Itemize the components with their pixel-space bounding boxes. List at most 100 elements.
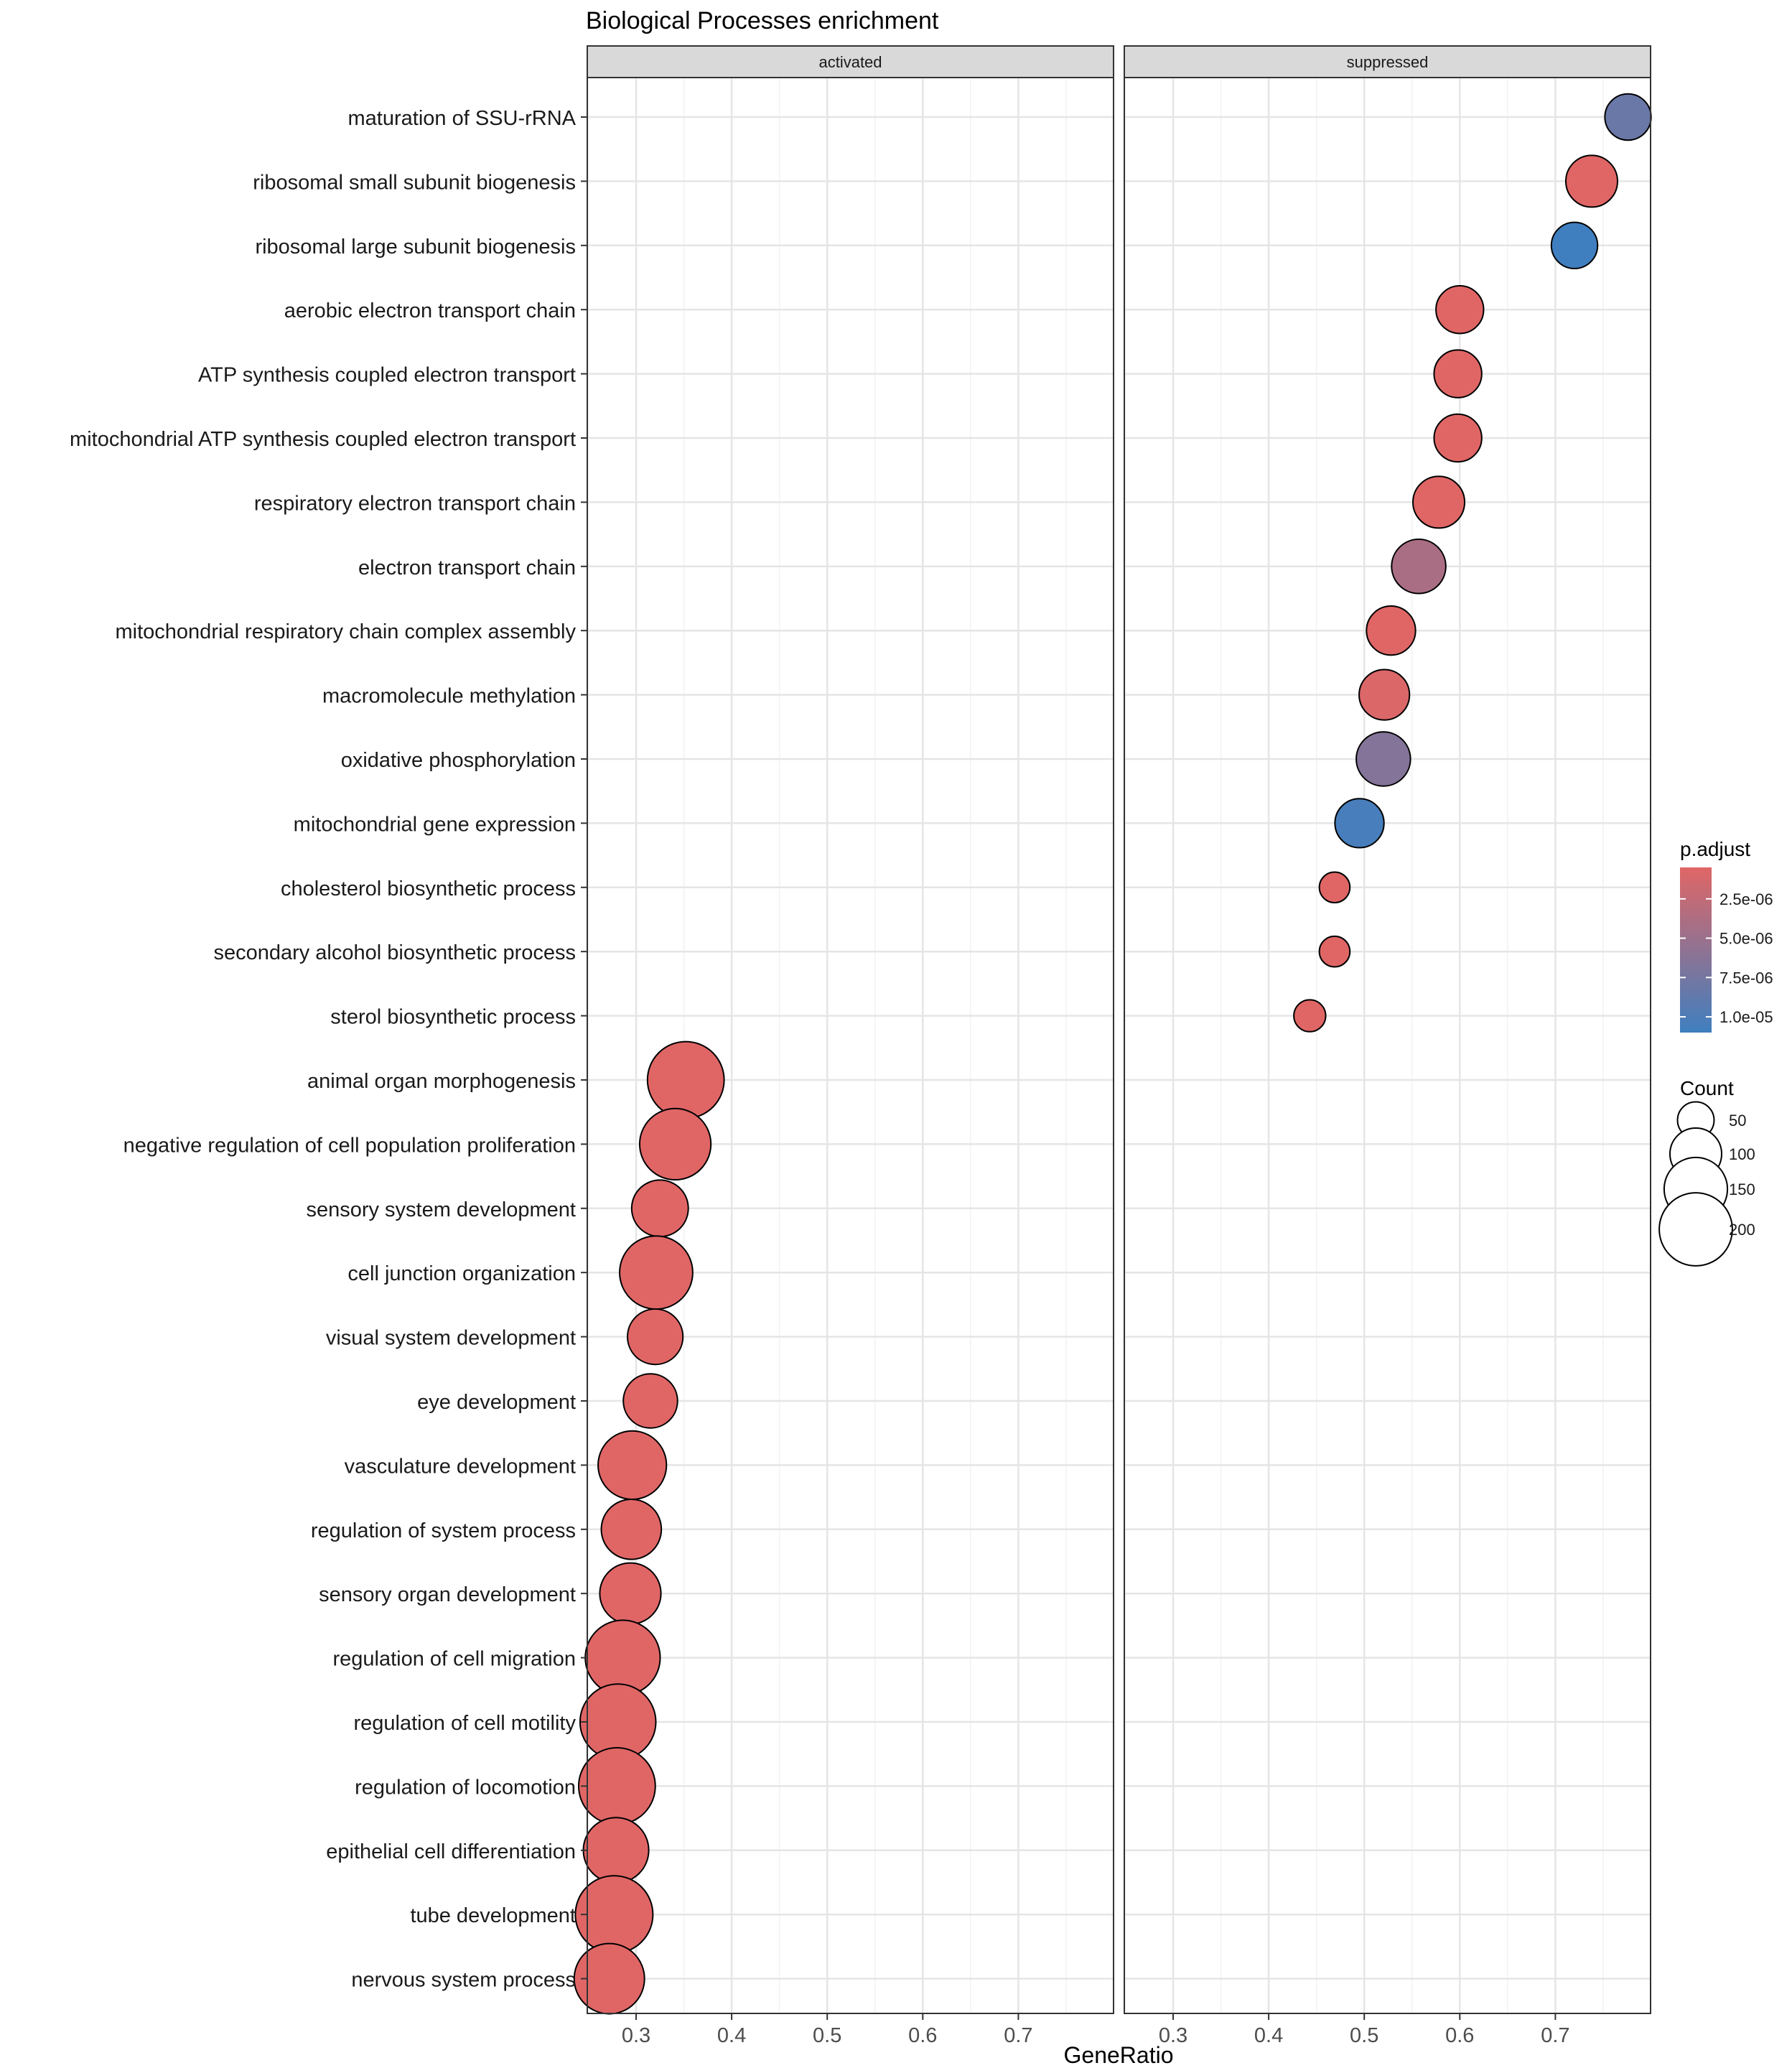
data-point <box>1318 871 1351 904</box>
y-tick-label: negative regulation of cell population p… <box>123 1134 576 1157</box>
y-tick-label: respiratory electron transport chain <box>254 492 576 515</box>
x-ticks-activated: 0.3 0.4 0.5 0.6 0.7 <box>622 2013 1033 2047</box>
panel-border-suppressed <box>1124 77 1651 2014</box>
panel-background <box>1124 78 1651 2013</box>
legend-colorbar-ticks: 2.5e-06 5.0e-06 7.5e-06 1.0e-05 <box>1680 890 1773 1026</box>
size-key-label: 100 <box>1729 1145 1755 1163</box>
y-tick-label: animal organ morphogenesis <box>307 1070 576 1093</box>
x-tick-label: 0.6 <box>908 2024 937 2047</box>
data-point <box>1334 798 1385 849</box>
y-tick-label: cholesterol biosynthetic process <box>281 877 576 900</box>
size-key-label: 200 <box>1729 1221 1755 1239</box>
y-tick-label: eye development <box>417 1391 576 1414</box>
data-point <box>1355 731 1411 787</box>
y-axis-labels: maturation of SSU-rRNA ribosomal small su… <box>70 107 587 1992</box>
data-point <box>1433 413 1483 463</box>
y-tick-label: ribosomal large subunit biogenesis <box>255 236 576 258</box>
y-tick-label: vasculature development <box>345 1455 576 1478</box>
y-tick-label: macromolecule methylation <box>322 685 576 708</box>
y-tick-label: maturation of SSU-rRNA <box>348 107 577 130</box>
legend-color-title: p.adjust <box>1680 838 1750 860</box>
y-tick-label: cell junction organization <box>347 1262 576 1285</box>
legend-size-keys: 50 100 150 200 <box>1658 1101 1755 1267</box>
y-tick-label: oxidative phosphorylation <box>341 749 576 772</box>
data-point <box>638 1107 712 1181</box>
x-tick-label: 0.4 <box>717 2024 746 2047</box>
grid-activated <box>587 78 1114 2013</box>
data-point <box>1550 221 1599 269</box>
data-point <box>599 1562 662 1625</box>
data-point <box>1435 285 1485 335</box>
y-tick-label: regulation of locomotion <box>355 1776 576 1799</box>
y-tick-label: sensory organ development <box>319 1583 576 1606</box>
y-tick-label: aerobic electron transport chain <box>284 299 576 322</box>
y-tick-label: regulation of cell motility <box>354 1712 577 1735</box>
x-tick-label: 0.4 <box>1254 2024 1283 2047</box>
facet-panel-activated: activated 0.3 0.4 0.5 0.6 0.7 <box>573 45 1114 2047</box>
strip-label-activated: activated <box>818 53 882 71</box>
x-tick-label: 0.5 <box>1350 2024 1378 2047</box>
data-point <box>619 1235 694 1310</box>
data-point <box>1293 999 1327 1033</box>
data-point <box>597 1430 668 1501</box>
y-tick-label: sterol biosynthetic process <box>330 1006 576 1029</box>
y-tick-label: visual system development <box>326 1327 576 1350</box>
strip-suppressed <box>1124 45 1651 78</box>
y-tick-label: nervous system process <box>351 1969 576 1992</box>
y-tick-label: mitochondrial respiratory chain complex … <box>116 620 577 643</box>
data-point <box>646 1040 725 1119</box>
panel-background <box>587 78 1114 2013</box>
y-tick-label: secondary alcohol biosynthetic process <box>213 941 576 964</box>
x-tick-label: 0.3 <box>1159 2024 1187 2047</box>
colorbar-tick-label: 7.5e-06 <box>1719 969 1773 987</box>
data-point <box>582 1817 650 1884</box>
y-tick-label: tube development <box>410 1904 576 1927</box>
colorbar-tick-label: 2.5e-06 <box>1719 890 1773 908</box>
data-point <box>1366 605 1417 656</box>
data-point <box>622 1373 678 1429</box>
x-tick-label: 0.7 <box>1541 2024 1569 2047</box>
data-point <box>1412 475 1466 529</box>
x-tick-label: 0.3 <box>622 2024 650 2047</box>
y-tick-label: sensory system development <box>306 1198 576 1221</box>
y-tick-label: regulation of system process <box>311 1519 576 1542</box>
y-tick-label: mitochondrial ATP synthesis coupled elec… <box>70 428 576 451</box>
facet-panel-suppressed: suppressed 0.3 0.4 0.5 0.6 0.7 <box>1124 45 1652 2047</box>
data-point <box>577 1747 656 1825</box>
chart-title: Biological Processes enrichment <box>586 7 939 34</box>
data-point <box>1564 154 1618 208</box>
x-tick-label: 0.5 <box>813 2024 841 2047</box>
data-point <box>1358 669 1411 721</box>
data-point <box>630 1179 689 1238</box>
x-tick-label: 0.6 <box>1445 2024 1474 2047</box>
legend-size-title: Count <box>1680 1077 1734 1099</box>
data-point <box>627 1308 684 1366</box>
strip-activated <box>587 45 1114 78</box>
points-activated <box>573 1040 725 2015</box>
data-point <box>1604 93 1652 141</box>
x-axis-title: GeneRatio <box>1064 2042 1174 2068</box>
strip-label-suppressed: suppressed <box>1347 53 1429 71</box>
size-key-label: 50 <box>1729 1112 1746 1130</box>
y-tick-label: regulation of cell migration <box>332 1648 576 1671</box>
data-point <box>1391 539 1447 595</box>
data-point <box>600 1498 663 1560</box>
grid-suppressed <box>1124 78 1651 2013</box>
y-tick-label: mitochondrial gene expression <box>294 813 576 836</box>
legend-colorbar <box>1680 867 1712 1033</box>
size-key-label: 150 <box>1729 1180 1755 1198</box>
y-tick-label: electron transport chain <box>358 556 576 579</box>
x-ticks-suppressed: 0.3 0.4 0.5 0.6 0.7 <box>1159 2013 1570 2047</box>
y-tick-label: epithelial cell differentiation <box>326 1840 576 1863</box>
data-point <box>1318 935 1351 968</box>
legend: p.adjust 2.5e-06 5.0e-06 7.5e-06 1.0e-05 Co… <box>1658 838 1773 1267</box>
data-point <box>1433 349 1483 399</box>
colorbar-tick-label: 1.0e-05 <box>1719 1008 1773 1026</box>
colorbar-tick-label: 5.0e-06 <box>1719 930 1773 948</box>
y-tick-label: ribosomal small subunit biogenesis <box>253 171 576 194</box>
size-key-circle <box>1658 1192 1733 1267</box>
panel-border-activated <box>587 77 1114 2014</box>
x-tick-label: 0.7 <box>1004 2024 1032 2047</box>
y-tick-label: ATP synthesis coupled electron transport <box>198 364 576 387</box>
